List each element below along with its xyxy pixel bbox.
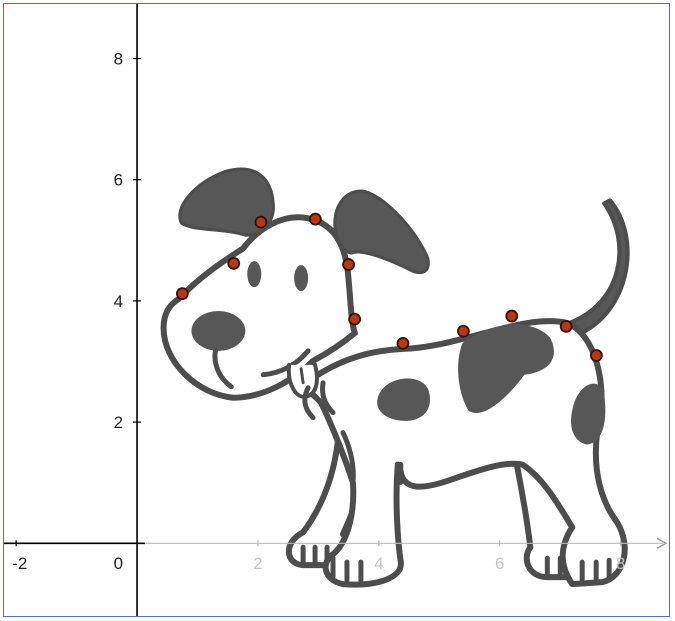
x-axis-arrow	[656, 537, 668, 549]
dog-neck	[302, 380, 336, 421]
x-tick-label: 0	[114, 554, 123, 573]
dog-eye-right	[294, 265, 309, 292]
x-tick-label: 8	[616, 554, 625, 573]
graph-canvas[interactable]: -2 0 2 4 6 8 2 4 6 8	[4, 4, 669, 616]
dog-tongue-line	[299, 367, 305, 385]
graphics-view[interactable]: -2 0 2 4 6 8 2 4 6 8	[3, 3, 670, 617]
point-4[interactable]	[308, 212, 322, 226]
point-8[interactable]	[457, 324, 470, 338]
point-5[interactable]	[342, 258, 355, 271]
dog-eye-left	[247, 261, 262, 288]
y-tick-label: 4	[114, 292, 123, 311]
dog-ear-left	[178, 167, 275, 237]
point-10[interactable]	[559, 319, 573, 333]
x-tick-label: 6	[495, 554, 504, 573]
y-tick-label: 2	[114, 413, 123, 432]
point-set[interactable]	[176, 212, 603, 362]
point-1[interactable]	[176, 287, 189, 301]
point-6[interactable]	[348, 312, 362, 326]
dog-cartoon-image	[160, 167, 630, 588]
point-2[interactable]	[227, 256, 241, 270]
y-tick-label: 8	[114, 50, 123, 69]
x-tick-label: 4	[374, 554, 383, 573]
point-11[interactable]	[590, 349, 603, 362]
x-tick-label: 2	[253, 554, 262, 573]
dog-nose	[191, 310, 246, 351]
point-3[interactable]	[254, 215, 268, 229]
axes	[4, 4, 668, 616]
dog-spot-back	[458, 324, 554, 414]
tick-labels: -2 0 2 4 6 8 2 4 6 8	[12, 50, 625, 574]
point-9[interactable]	[505, 309, 519, 323]
x-tick-label: -2	[12, 554, 27, 573]
point-7[interactable]	[396, 336, 410, 350]
dog-tail	[567, 198, 630, 337]
dog-toes	[330, 555, 364, 583]
dog-ear-right	[333, 189, 430, 275]
dog-toes	[579, 557, 612, 584]
y-tick-label: 6	[114, 171, 123, 190]
dog-spot-hip	[571, 383, 606, 445]
dog-spot-belly	[377, 378, 430, 421]
dog-leg-lines	[340, 430, 404, 485]
